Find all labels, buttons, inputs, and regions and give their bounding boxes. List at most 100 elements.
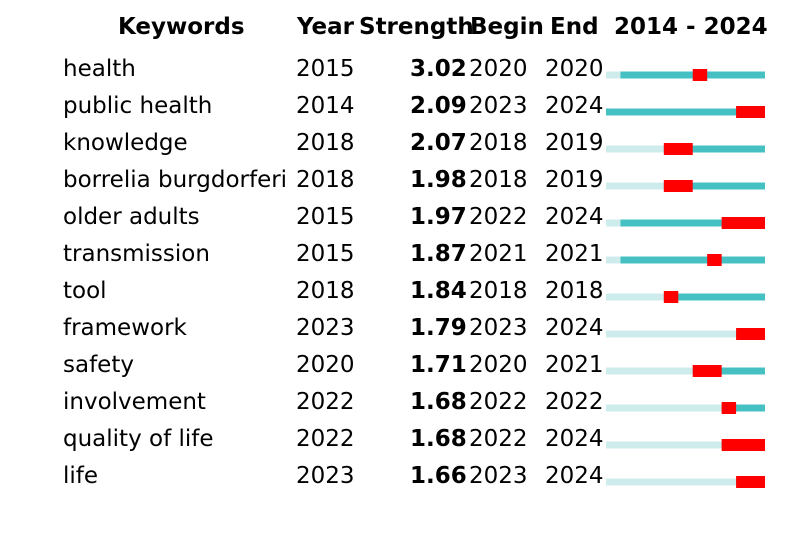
burst-segment: [692, 69, 708, 81]
timeline-inactive-segment: [606, 145, 664, 153]
table-row: transmission 2015 1.87 2021 2021: [0, 235, 810, 272]
begin-cell: 2020: [469, 352, 528, 378]
strength-cell: 1.79: [410, 315, 467, 341]
end-cell: 2022: [545, 389, 604, 415]
timeline-inactive-segment: [606, 71, 621, 79]
begin-cell: 2023: [469, 315, 528, 341]
begin-cell: 2023: [469, 463, 528, 489]
table-row: safety 2020 1.71 2020 2021: [0, 346, 810, 383]
table-row: health 2015 3.02 2020 2020: [0, 50, 810, 87]
keyword-cell: safety: [63, 352, 134, 378]
end-cell: 2024: [545, 426, 604, 452]
table-row: quality of life 2022 1.68 2022 2024: [0, 420, 810, 457]
strength-cell: 1.97: [410, 204, 467, 230]
keyword-cell: knowledge: [63, 130, 188, 156]
keyword-cell: borrelia burgdorferi: [63, 167, 288, 193]
begin-cell: 2018: [469, 278, 528, 304]
end-cell: 2024: [545, 204, 604, 230]
end-cell: 2021: [545, 352, 604, 378]
keyword-cell: involvement: [63, 389, 206, 415]
table-row: life 2023 1.66 2023 2024: [0, 457, 810, 494]
begin-cell: 2022: [469, 389, 528, 415]
timeline-active-segment: [721, 404, 765, 412]
year-cell: 2022: [296, 389, 355, 415]
header-begin: Begin: [470, 14, 544, 40]
timeline-inactive-segment: [606, 256, 621, 264]
keyword-cell: transmission: [63, 241, 210, 267]
strength-cell: 1.68: [410, 426, 467, 452]
year-cell: 2018: [296, 130, 355, 156]
begin-cell: 2023: [469, 93, 528, 119]
keyword-cell: health: [63, 56, 136, 82]
burst-segment: [721, 439, 765, 451]
timeline-inactive-segment: [606, 404, 722, 412]
table-row: framework 2023 1.79 2023 2024: [0, 309, 810, 346]
table-row: older adults 2015 1.97 2022 2024: [0, 198, 810, 235]
burst-segment: [663, 291, 679, 303]
year-cell: 2022: [296, 426, 355, 452]
burst-segment: [663, 180, 693, 192]
keyword-cell: life: [63, 463, 99, 489]
strength-cell: 1.87: [410, 241, 467, 267]
timeline-inactive-segment: [606, 219, 621, 227]
timeline-active-segment: [663, 182, 765, 190]
begin-cell: 2021: [469, 241, 528, 267]
strength-cell: 2.09: [410, 93, 467, 119]
year-cell: 2015: [296, 56, 355, 82]
table-row: involvement 2022 1.68 2022 2022: [0, 383, 810, 420]
timeline-inactive-segment: [606, 478, 737, 486]
header-year-range: 2014 - 2024: [614, 14, 768, 40]
year-cell: 2023: [296, 315, 355, 341]
year-cell: 2014: [296, 93, 355, 119]
keyword-cell: public health: [63, 93, 213, 119]
timeline-inactive-segment: [606, 182, 664, 190]
header-end: End: [550, 14, 599, 40]
burst-segment: [692, 365, 722, 377]
end-cell: 2021: [545, 241, 604, 267]
burst-segment: [736, 328, 765, 340]
end-cell: 2019: [545, 130, 604, 156]
timeline-inactive-segment: [606, 441, 722, 449]
table-row: public health 2014 2.09 2023 2024: [0, 87, 810, 124]
strength-cell: 3.02: [410, 56, 467, 82]
end-cell: 2019: [545, 167, 604, 193]
timeline-active-segment: [663, 145, 765, 153]
burst-segment: [736, 476, 765, 488]
strength-cell: 1.84: [410, 278, 467, 304]
table-row: knowledge 2018 2.07 2018 2019: [0, 124, 810, 161]
begin-cell: 2018: [469, 167, 528, 193]
end-cell: 2018: [545, 278, 604, 304]
timeline-active-segment: [606, 108, 765, 116]
year-cell: 2018: [296, 167, 355, 193]
end-cell: 2024: [545, 463, 604, 489]
year-cell: 2015: [296, 204, 355, 230]
table-row: tool 2018 1.84 2018 2018: [0, 272, 810, 309]
begin-cell: 2018: [469, 130, 528, 156]
keyword-cell: framework: [63, 315, 187, 341]
keyword-cell: quality of life: [63, 426, 214, 452]
year-cell: 2020: [296, 352, 355, 378]
year-cell: 2023: [296, 463, 355, 489]
keyword-cell: tool: [63, 278, 107, 304]
strength-cell: 2.07: [410, 130, 467, 156]
timeline-active-segment: [692, 367, 765, 375]
timeline-inactive-segment: [606, 330, 737, 338]
end-cell: 2020: [545, 56, 604, 82]
burst-segment: [707, 254, 722, 266]
strength-cell: 1.98: [410, 167, 467, 193]
timeline-active-segment: [620, 219, 765, 227]
burst-segment: [736, 106, 765, 118]
table-row: borrelia burgdorferi 2018 1.98 2018 2019: [0, 161, 810, 198]
year-cell: 2018: [296, 278, 355, 304]
header-year: Year: [297, 14, 355, 40]
end-cell: 2024: [545, 93, 604, 119]
begin-cell: 2022: [469, 426, 528, 452]
header-keywords: Keywords: [118, 14, 245, 40]
keyword-cell: older adults: [63, 204, 200, 230]
burst-segment: [721, 402, 737, 414]
burst-segment: [663, 143, 693, 155]
strength-cell: 1.71: [410, 352, 467, 378]
timeline-active-segment: [663, 293, 765, 301]
